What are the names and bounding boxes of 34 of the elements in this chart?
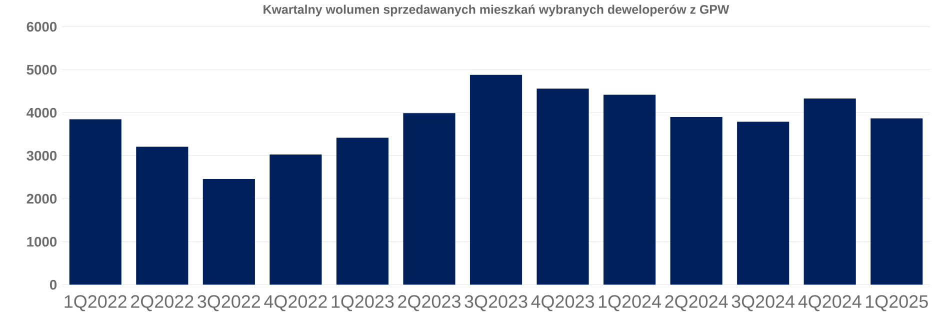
bar [804,98,856,285]
bar [403,113,456,285]
x-tick-label: 1Q2022 [64,295,126,312]
bar [470,75,522,285]
x-tick-label: 3Q2022 [198,295,260,312]
x-tick-label: 4Q2024 [798,295,862,312]
y-tick-label: 3000 [26,150,57,161]
y-tick-label: 4000 [26,108,57,118]
bar [604,94,656,285]
bar [670,117,722,285]
x-tick-label: 4Q2023 [531,295,594,312]
bar [336,138,389,285]
bar [536,88,589,285]
y-tick-label: 0 [50,280,57,290]
y-tick-label: 6000 [26,22,57,32]
bar [136,146,188,285]
x-tick-label: 2Q2024 [665,295,728,312]
x-tick-label: 1Q2024 [598,295,662,312]
x-tick-label: 3Q2023 [464,295,528,312]
bar [69,119,122,285]
x-tick-label: 3Q2024 [732,295,795,312]
y-tick-label: 5000 [26,64,57,75]
y-tick-label: 1000 [27,236,57,247]
x-tick-label: 1Q2025 [866,295,928,312]
bar [202,179,255,285]
x-tick-label: 2Q2023 [398,295,460,312]
chart-title: Kwartalny wolumen sprzedawanych mieszkań wybranych deweloperów z GPW [264,4,730,16]
x-tick-label: 4Q2022 [264,295,327,312]
x-tick-label: 2Q2022 [131,295,194,312]
bar [737,122,790,285]
x-tick-label: 1Q2023 [332,295,394,312]
bar [870,118,923,285]
bar [270,154,322,285]
y-tick-label: 2000 [26,194,57,204]
